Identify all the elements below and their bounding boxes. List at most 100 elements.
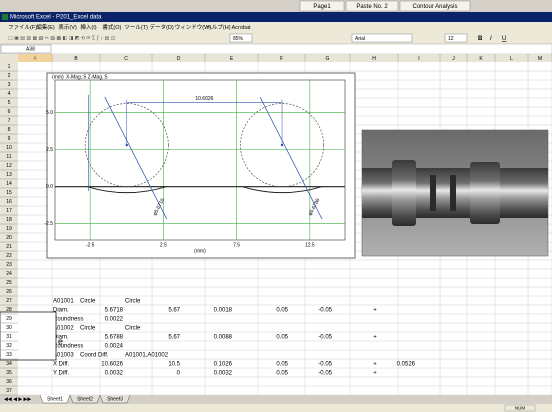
row-header: 29 [6,316,12,322]
diameter-line [104,96,168,220]
cell-text: X Diff. [53,361,70,367]
row-header: 21 [6,244,12,250]
column-header: F [280,56,283,62]
title-bar [0,12,552,22]
y-tick-label: -2.5 [44,221,53,227]
row-header: 30 [6,325,12,331]
name-box[interactable] [0,44,52,54]
row-header: 25 [6,280,12,286]
row-header: 4 [8,91,11,97]
sheet-tab-label: Sheet2 [77,396,93,402]
magnification-label: X-Mag.:5 Z-Mag.:5 [66,74,108,80]
menu-item[interactable]: データ(D) [150,23,174,31]
row-header: 1 [8,64,11,70]
font-box[interactable] [351,33,413,43]
menu-item[interactable]: ウィンドウ(W) [175,23,212,31]
menu-item[interactable]: ツール(T) [124,25,148,31]
chart: -2.5 2.5 7.5 12.55.02.50.0-2.5(mm) X-Mag.:5 … [44,74,346,254]
app-tab[interactable] [399,0,471,12]
row-header: 26 [6,289,12,295]
format-button[interactable]: U [502,36,506,42]
toolbar-icons: ▢ ▣ ▤ ▥ ▦ ▧ ✂ ▨ ▩ ◧ ◨ ◩ ⟲ ⟳ Σ ƒ ↕ ▤ ◫ [8,35,116,41]
row-header: 5 [8,100,11,106]
size-box-text: 12 [448,36,454,42]
cell-text: A01001,A01002 [125,352,169,358]
status-cell [504,404,536,412]
menu-item[interactable]: 表示(V) [58,23,77,31]
cell-text: 0.1026 [214,361,233,367]
app-tab-label: Contour Analysis [412,4,457,10]
cell-text: 0.0032 [214,370,233,376]
formula-bar [0,43,552,55]
menu-item[interactable]: 挿入(I) [80,23,96,31]
sheet-tab-bar [0,395,552,404]
cell-text: Roundness [53,343,83,349]
row-header: 15 [6,190,12,196]
row-header: 33 [6,352,12,358]
app-tab[interactable] [299,0,345,12]
column-header: I [418,56,419,62]
menu-item[interactable]: 編集(E) [36,23,55,31]
row-header: 32 [6,343,12,349]
font-box-text: Arial [355,36,365,42]
row-header: 18 [6,217,12,223]
row-header: 9 [8,136,11,142]
x-tick-label: -2.5 [86,242,95,248]
row-header: 22 [6,253,12,259]
format-button[interactable]: I [490,36,492,42]
cell-text: -0.05 [318,370,332,376]
menu-item[interactable]: 書式(O) [102,23,121,31]
status-bar [0,404,552,412]
diameter-line [259,96,323,220]
row-header: 28 [6,307,12,313]
sheet-tab[interactable] [99,394,131,404]
cell-text: 5.6788 [105,334,124,340]
cell-text: 0.0526 [397,361,416,367]
row-header: 31 [6,334,12,340]
row-header: 27 [6,298,12,304]
x-tick-label: 12.5 [305,242,315,248]
cell-text: Coord Diff. [80,352,109,358]
menu-item[interactable]: ファイル(F) [8,24,37,31]
row-header: 2 [8,73,11,79]
row-header: 34 [6,361,12,367]
window-title: Microsoft Excel - P201_Excel data [10,15,102,21]
nav-arrows[interactable]: ◀◀ ◀ ▶ ▶▶ [4,396,31,402]
app-tab[interactable] [345,0,399,12]
format-button[interactable]: B [478,36,483,42]
column-header: L [510,56,513,62]
zoom-box[interactable] [229,33,253,43]
row-header: 13 [6,172,12,178]
photo-groove [450,175,456,211]
row-header: 6 [8,109,11,115]
row-header: 8 [8,127,11,133]
sheet-tab-label: Sheet1 [47,396,63,402]
cell-text: 0.0032 [105,370,124,376]
row-header: 19 [6,226,12,232]
cell-text: -0.05 [318,307,332,313]
sheet-tab-label: Sheet3 [107,396,123,402]
menu-item[interactable]: ヘルプ(H) [206,24,230,31]
column-header-bar [0,54,552,62]
menu-item[interactable]: Acrobat [232,25,251,31]
sheet-tab[interactable] [69,394,101,404]
column-header: C [124,56,128,62]
y-tick-label: 5.0 [46,110,53,116]
column-header: M [538,56,542,62]
row-header: 16 [6,199,12,205]
fit-circle [240,103,324,188]
size-box[interactable] [444,33,468,43]
row-header: 23 [6,262,12,268]
x-tick-label: 7.5 [233,242,240,248]
cell-text: + [373,361,377,367]
cell-text: Circle [80,298,96,304]
row-header: 3 [8,82,11,88]
cell-text: 0.0018 [214,307,233,313]
x-axis-label: (mm) [194,248,206,254]
cell-text: A01002 [53,325,74,331]
sheet-tab[interactable] [39,394,71,404]
cell-text: Circle [125,325,141,331]
photo-collar [392,160,416,226]
cell-text: -0.05 [318,334,332,340]
cell-text: -0.05 [318,361,332,367]
